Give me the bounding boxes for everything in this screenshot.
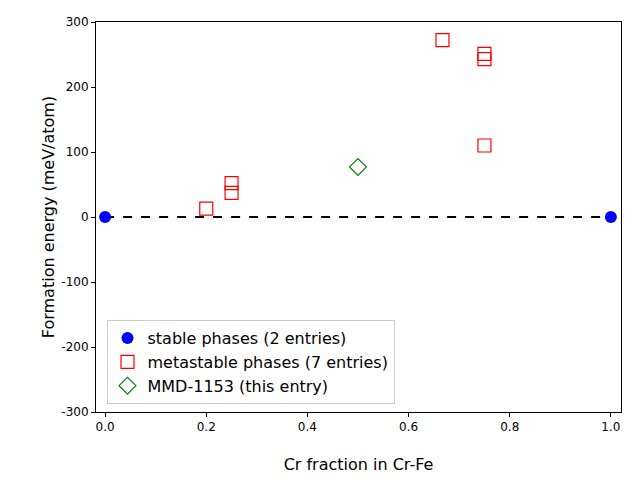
svg-text:MMD-1153 (this entry): MMD-1153 (this entry) bbox=[148, 377, 329, 396]
svg-text:100: 100 bbox=[66, 145, 89, 159]
svg-text:Formation energy (meV/atom): Formation energy (meV/atom) bbox=[39, 96, 58, 338]
svg-text:300: 300 bbox=[66, 15, 89, 29]
svg-text:-300: -300 bbox=[61, 405, 88, 419]
svg-text:200: 200 bbox=[66, 80, 89, 94]
svg-text:0.2: 0.2 bbox=[197, 420, 216, 434]
svg-text:metastable phases (7 entries): metastable phases (7 entries) bbox=[148, 353, 388, 372]
svg-text:0.6: 0.6 bbox=[399, 420, 418, 434]
svg-text:stable phases (2 entries): stable phases (2 entries) bbox=[148, 329, 347, 348]
svg-text:0.4: 0.4 bbox=[298, 420, 317, 434]
svg-text:0.8: 0.8 bbox=[500, 420, 519, 434]
svg-text:Cr fraction in Cr-Fe: Cr fraction in Cr-Fe bbox=[284, 455, 434, 474]
svg-text:1.0: 1.0 bbox=[601, 420, 620, 434]
svg-text:0: 0 bbox=[81, 210, 89, 224]
svg-text:0.0: 0.0 bbox=[96, 420, 115, 434]
svg-text:-200: -200 bbox=[61, 340, 88, 354]
svg-text:-100: -100 bbox=[61, 275, 88, 289]
